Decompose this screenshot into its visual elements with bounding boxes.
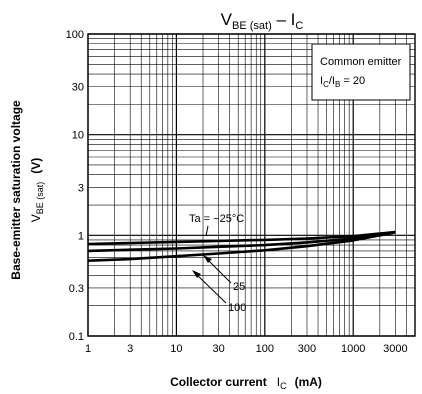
y-tick-label: 1 [78, 230, 84, 242]
annot-leader-25 [205, 257, 232, 284]
x-tick-label: 3000 [383, 343, 407, 355]
series-line-1 [87, 230, 396, 253]
y-tick-label: 0.1 [69, 331, 84, 343]
legend-line-1: Common emitter [320, 56, 402, 68]
annot-leader-100 [194, 272, 227, 304]
x-tick-label: 3 [127, 343, 133, 355]
y-axis-label-line-1: Base-emitter saturation voltage [9, 100, 23, 280]
annot-arrow-25 [203, 255, 212, 263]
x-tick-label: 100 [256, 343, 274, 355]
x-tick-label: 1 [85, 343, 91, 355]
y-tick-label: 30 [72, 82, 84, 94]
x-tick-label: 10 [170, 343, 182, 355]
annot-arrow-100 [192, 270, 201, 278]
annot-label-ta-minus25: Ta = −25°C [189, 213, 244, 225]
y-tick-label: 3 [78, 182, 84, 194]
series-line-0 [87, 230, 396, 246]
y-tick-label: 10 [72, 130, 84, 142]
legend-box [311, 43, 411, 101]
x-tick-label: 1000 [341, 343, 365, 355]
series-line-2 [87, 231, 396, 262]
chart-title: VBE (sat) – IC [221, 10, 304, 32]
plot-frame [87, 33, 416, 337]
x-axis-label: Collector current IC (mA) [170, 375, 322, 391]
y-tick-labels: 0.1 0.3 1 3 10 30 100 [66, 29, 84, 343]
annot-label-100: 100 [228, 302, 246, 314]
x-tick-labels: 1 3 10 30 100 300 1000 3000 [85, 343, 408, 355]
y-tick-label: 100 [66, 29, 84, 41]
annot-label-25: 25 [233, 281, 245, 293]
series-layer [87, 230, 396, 262]
y-tick-label: 0.3 [69, 283, 84, 295]
series-annotations: Ta = −25°C 25 100 [189, 213, 246, 314]
annot-leader-25c-neg [205, 225, 209, 237]
x-tick-label: 30 [212, 343, 224, 355]
legend-line-2: IC/IB = 20 [320, 75, 365, 89]
y-axis-label-line-2: VBE (sat)(V) [29, 158, 45, 223]
x-tick-label: 300 [298, 343, 316, 355]
